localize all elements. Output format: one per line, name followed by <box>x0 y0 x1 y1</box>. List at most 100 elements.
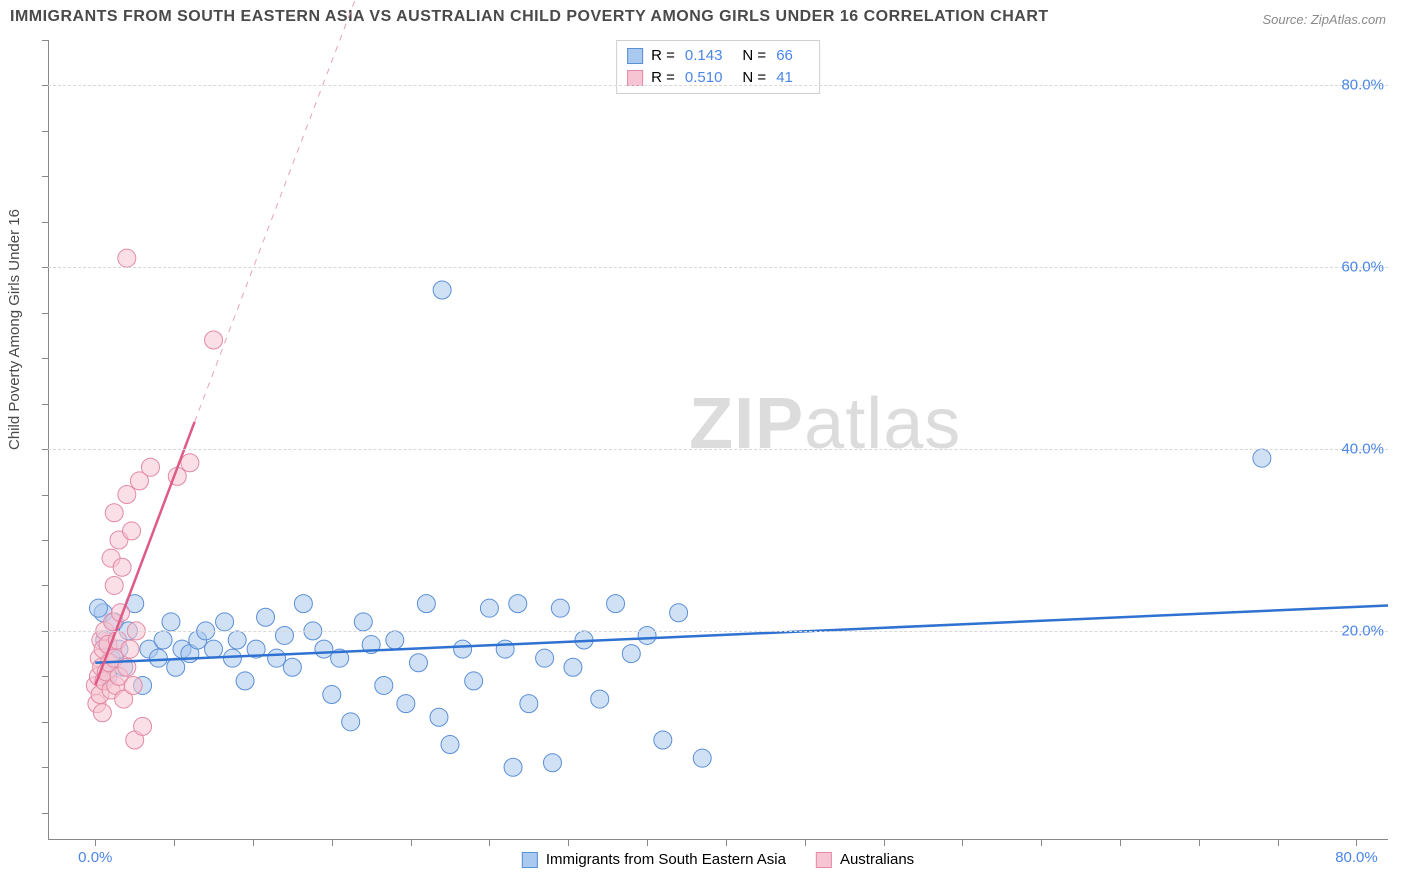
y-tick-label: 20.0% <box>1341 622 1390 639</box>
data-point <box>638 626 656 644</box>
data-point <box>342 713 360 731</box>
legend-series: Immigrants from South Eastern Asia Austra… <box>522 851 914 868</box>
data-point <box>93 704 111 722</box>
legend-swatch <box>627 48 643 64</box>
y-tickmark <box>42 358 48 359</box>
x-tickmark <box>1278 840 1279 846</box>
legend-series-item: Australians <box>816 851 914 868</box>
data-point <box>607 595 625 613</box>
data-point <box>149 649 167 667</box>
data-point <box>654 731 672 749</box>
data-point <box>118 486 136 504</box>
x-tickmark <box>726 840 727 846</box>
legend-correlation-row: R =0.143N =66 <box>627 45 805 67</box>
n-label: N = <box>742 45 766 67</box>
data-point <box>118 249 136 267</box>
data-point <box>670 604 688 622</box>
n-value: 66 <box>776 45 793 67</box>
plot-area: ZIPatlas R =0.143N =66R =0.510N =41 Immi… <box>48 40 1388 840</box>
x-tickmark <box>174 840 175 846</box>
data-point <box>257 608 275 626</box>
data-point <box>123 522 141 540</box>
x-tickmark <box>1041 840 1042 846</box>
gridline <box>48 631 1388 632</box>
x-tick-label: 0.0% <box>78 849 112 866</box>
data-point <box>105 504 123 522</box>
legend-swatch <box>522 852 538 868</box>
data-point <box>268 649 286 667</box>
x-tickmark <box>1120 840 1121 846</box>
data-point <box>430 708 448 726</box>
data-point <box>441 736 459 754</box>
y-tickmark <box>42 631 48 632</box>
data-point <box>454 640 472 658</box>
data-point <box>141 458 159 476</box>
data-point <box>124 676 142 694</box>
data-point <box>504 758 522 776</box>
y-tickmark <box>42 767 48 768</box>
data-point <box>236 672 254 690</box>
data-point <box>520 695 538 713</box>
y-tickmark <box>42 585 48 586</box>
data-point <box>543 754 561 772</box>
data-point <box>480 599 498 617</box>
data-point <box>409 654 427 672</box>
r-label: R = <box>651 45 675 67</box>
y-tickmark <box>42 813 48 814</box>
y-tick-label: 80.0% <box>1341 77 1390 94</box>
y-tickmark <box>42 131 48 132</box>
data-point <box>134 717 152 735</box>
x-tickmark <box>568 840 569 846</box>
data-point <box>205 640 223 658</box>
x-tickmark <box>1199 840 1200 846</box>
data-point <box>121 640 139 658</box>
legend-series-label: Australians <box>840 851 914 868</box>
data-point <box>496 640 514 658</box>
data-point <box>315 640 333 658</box>
x-tickmark <box>489 840 490 846</box>
data-point <box>181 454 199 472</box>
y-tickmark <box>42 404 48 405</box>
data-point <box>354 613 372 631</box>
data-point <box>167 658 185 676</box>
y-tickmark <box>42 495 48 496</box>
chart-title: IMMIGRANTS FROM SOUTH EASTERN ASIA VS AU… <box>10 8 1049 26</box>
gridline <box>48 449 1388 450</box>
y-tickmark <box>42 722 48 723</box>
legend-swatch <box>816 852 832 868</box>
y-tickmark <box>42 313 48 314</box>
x-tickmark <box>95 840 96 846</box>
data-point <box>223 649 241 667</box>
data-point <box>551 599 569 617</box>
data-point <box>113 558 131 576</box>
y-tickmark <box>42 449 48 450</box>
gridline <box>48 267 1388 268</box>
data-point <box>205 331 223 349</box>
data-point <box>105 576 123 594</box>
x-tickmark <box>647 840 648 846</box>
data-point <box>275 626 293 644</box>
x-tick-label: 80.0% <box>1335 849 1378 866</box>
data-point <box>397 695 415 713</box>
data-point <box>536 649 554 667</box>
data-point <box>465 672 483 690</box>
y-tickmark <box>42 40 48 41</box>
data-point <box>693 749 711 767</box>
data-point <box>323 686 341 704</box>
data-point <box>294 595 312 613</box>
trend-line <box>195 0 427 422</box>
data-point <box>228 631 246 649</box>
data-point <box>162 613 180 631</box>
x-tickmark <box>253 840 254 846</box>
data-point <box>283 658 301 676</box>
y-tickmark <box>42 676 48 677</box>
source-citation: Source: ZipAtlas.com <box>1262 12 1386 27</box>
x-tickmark <box>884 840 885 846</box>
data-point <box>417 595 435 613</box>
y-tickmark <box>42 222 48 223</box>
data-point <box>216 613 234 631</box>
y-tickmark <box>42 176 48 177</box>
data-point <box>433 281 451 299</box>
legend-series-item: Immigrants from South Eastern Asia <box>522 851 786 868</box>
data-point <box>564 658 582 676</box>
